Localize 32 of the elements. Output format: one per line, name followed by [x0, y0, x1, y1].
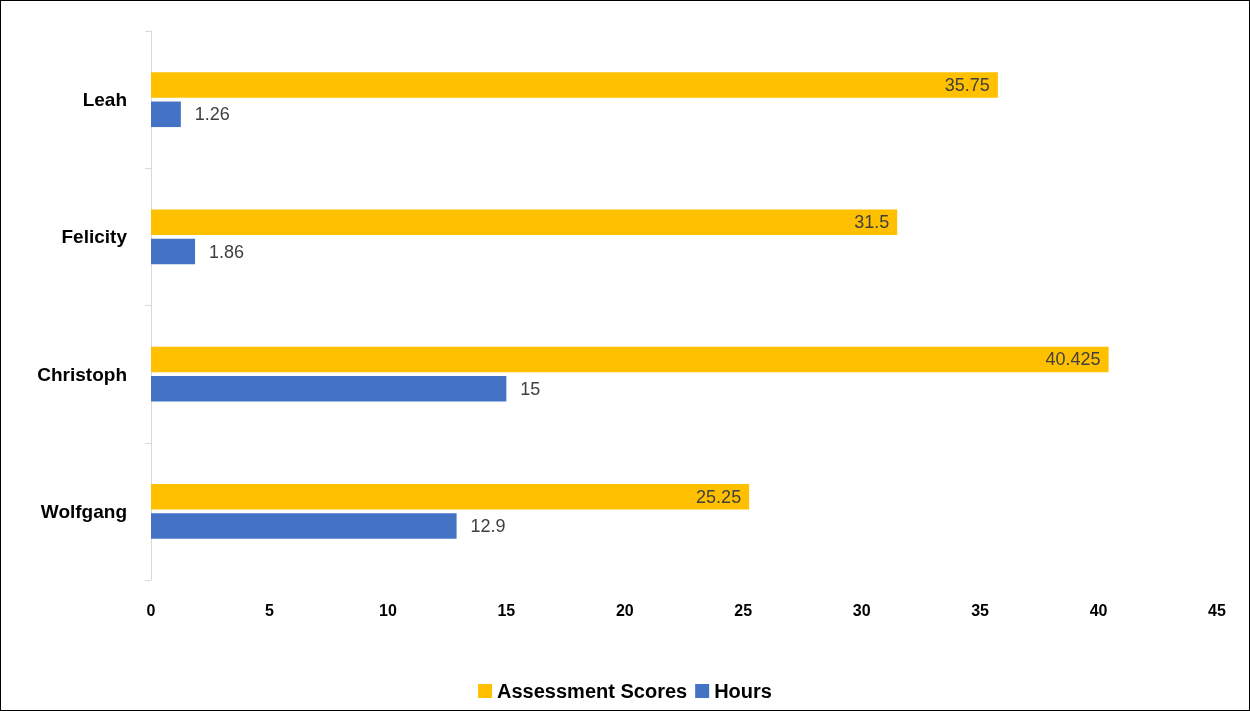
- x-tick-label: 25: [734, 601, 753, 619]
- x-tick-label: 10: [378, 601, 397, 619]
- bar: [151, 346, 1109, 373]
- data-label: 35.75: [944, 74, 990, 95]
- data-label: 25.25: [696, 486, 742, 507]
- x-tick-label: 20: [615, 601, 634, 619]
- data-label: 1.26: [194, 104, 230, 125]
- bar: [151, 101, 181, 128]
- data-label: 12.9: [470, 516, 506, 537]
- legend-label: Hours: [714, 680, 772, 702]
- bar: [151, 209, 898, 235]
- y-tick-label: Leah: [82, 89, 127, 111]
- data-label: 40.425: [1045, 349, 1101, 370]
- bar: [151, 376, 507, 402]
- y-tick-label: Felicity: [61, 226, 128, 248]
- data-label: 31.5: [854, 212, 890, 233]
- data-label: 1.86: [209, 241, 245, 262]
- x-tick-label: 35: [971, 601, 990, 619]
- x-tick-label: 15: [497, 601, 516, 619]
- x-tick-label: 45: [1208, 601, 1226, 619]
- x-tick-label: 0: [146, 601, 156, 619]
- bar: [151, 238, 196, 265]
- bar: [151, 513, 457, 539]
- legend-label: Assessment Scores: [497, 680, 688, 702]
- data-label: 15: [520, 378, 541, 399]
- x-tick-label: 5: [264, 601, 274, 619]
- y-tick-label: Wolfgang: [40, 500, 127, 522]
- x-tick-label: 30: [852, 601, 871, 619]
- bar: [151, 72, 998, 98]
- bar: [151, 483, 750, 510]
- x-tick-label: 40: [1089, 601, 1108, 619]
- y-tick-label: Christoph: [37, 363, 127, 385]
